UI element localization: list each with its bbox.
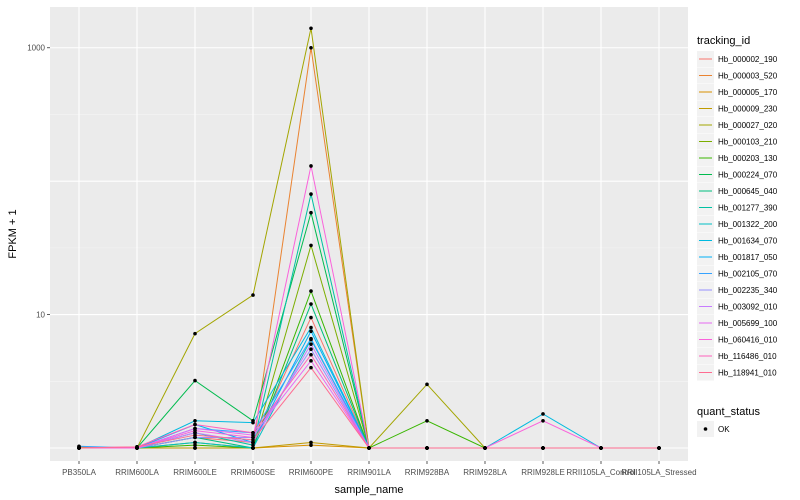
legend-item-label: Hb_000224_070 — [718, 171, 778, 180]
legend-item-label: Hb_001322_200 — [718, 220, 778, 229]
x-tick-label: RRIM928LE — [521, 468, 565, 477]
data-point-Hb_118941_010-8 — [541, 446, 545, 450]
x-tick-label: RRIM901LA — [347, 468, 391, 477]
legend-item-label: Hb_005699_100 — [718, 319, 778, 328]
data-points — [77, 26, 661, 450]
y-axis: 10 1000 — [27, 44, 50, 320]
data-point-Hb_001277_390-4 — [309, 192, 313, 196]
legend-title: tracking_id — [697, 35, 750, 47]
data-point-Hb_118941_010-4 — [309, 365, 313, 370]
legend-item-label: Hb_002105_070 — [718, 270, 778, 279]
data-point-Hb_118941_010-9 — [599, 446, 603, 450]
shape-legend-key-point — [703, 427, 708, 431]
legend-item-label: Hb_116486_010 — [718, 352, 777, 361]
data-point-Hb_001277_390-3 — [251, 443, 255, 447]
data-point-Hb_000203_130-2 — [193, 443, 197, 447]
x-tick-label: RRII105LA_Stressed — [621, 468, 696, 477]
legend-item-label: Hb_001634_070 — [718, 237, 778, 246]
shape-legend-title: quant_status — [697, 406, 760, 418]
data-point-Hb_001634_070-2 — [193, 418, 197, 423]
legend-item-label: Hb_000103_210 — [718, 138, 778, 147]
x-tick-label: RRIM600LE — [173, 468, 217, 477]
data-point-Hb_003092_010-4 — [309, 342, 313, 346]
legend-item-label: Hb_000027_020 — [718, 121, 778, 130]
data-point-Hb_000224_070-4 — [309, 210, 313, 215]
data-point-Hb_000645_040-4 — [309, 302, 313, 306]
legend-item-label: Hb_000002_190 — [718, 55, 778, 64]
x-tick-label: RRIM600SE — [231, 468, 275, 477]
data-point-Hb_000003_520-4 — [309, 45, 313, 50]
shape-legend: OK — [697, 421, 730, 437]
data-point-Hb_001634_070-4 — [309, 325, 313, 330]
data-point-Hb_001817_050-4 — [309, 329, 313, 334]
data-point-Hb_060416_010-8 — [541, 418, 545, 423]
y-tick-label: 10 — [36, 311, 45, 320]
shape-legend-label: OK — [718, 425, 730, 434]
data-point-Hb_000224_070-2 — [193, 378, 197, 383]
data-point-Hb_000009_230-2 — [193, 446, 197, 450]
data-point-Hb_118941_010-7 — [483, 446, 487, 450]
data-point-Hb_000009_230-4 — [309, 440, 313, 445]
data-point-Hb_118941_010-6 — [425, 446, 429, 450]
data-point-Hb_000203_130-6 — [425, 418, 429, 423]
data-point-Hb_001322_200-2 — [193, 440, 197, 445]
data-point-Hb_002105_070-4 — [309, 336, 313, 341]
data-point-Hb_000027_020-3 — [251, 293, 255, 297]
data-point-Hb_118941_010-10 — [657, 446, 661, 450]
data-point-Hb_002235_340-4 — [309, 347, 313, 352]
legend-items: Hb_000002_190 Hb_000003_520 Hb_000005_170 H… — [697, 51, 778, 381]
legend-item-label: Hb_003092_010 — [718, 303, 778, 312]
x-tick-label: RRIM600LA — [115, 468, 159, 477]
x-axis: PB350LA RRIM600LA RRIM600LE RRIM600SE RRIM60… — [62, 461, 697, 477]
data-point-Hb_001634_070-3 — [251, 420, 255, 425]
x-tick-label: RRII105LA_Control — [566, 468, 636, 477]
legend-item-label: Hb_000005_170 — [718, 88, 778, 97]
x-tick-label: PB350LA — [62, 468, 96, 477]
legend: tracking_id Hb_000002_190Hb_000003_520Hb… — [697, 35, 778, 437]
x-tick-label: RRIM600PE — [289, 468, 333, 477]
legend-item-label: Hb_001817_050 — [718, 253, 778, 262]
legend-item-label: Hb_000645_040 — [718, 187, 778, 196]
y-axis-title: FPKM + 1 — [7, 209, 19, 258]
data-point-Hb_000005_170-4 — [309, 443, 313, 447]
data-point-Hb_000027_020-4 — [309, 26, 313, 31]
data-point-Hb_000027_020-6 — [425, 382, 429, 387]
data-point-Hb_116486_010-3 — [251, 430, 255, 435]
data-point-Hb_116486_010-2 — [193, 422, 197, 427]
data-point-Hb_005699_100-4 — [309, 359, 313, 363]
legend-item-label: Hb_002235_340 — [718, 286, 778, 295]
legend-item-label: Hb_060416_010 — [718, 336, 778, 345]
data-point-Hb_060416_010-4 — [309, 164, 313, 168]
data-point-Hb_060416_010-3 — [251, 435, 255, 440]
grid — [50, 7, 688, 461]
data-point-Hb_001322_200-3 — [251, 446, 255, 450]
data-point-Hb_000002_190-4 — [309, 315, 313, 320]
data-point-Hb_116486_010-4 — [309, 352, 313, 357]
legend-item-label: Hb_000203_130 — [718, 154, 778, 163]
data-point-Hb_003092_010-3 — [251, 440, 255, 445]
data-point-Hb_000103_210-4 — [309, 243, 313, 248]
data-point-Hb_118941_010-0 — [77, 446, 81, 450]
y-tick-label: 1000 — [27, 44, 45, 53]
data-point-Hb_118941_010-1 — [135, 445, 139, 449]
legend-item-label: Hb_118941_010 — [718, 369, 777, 378]
data-point-Hb_118941_010-5 — [367, 446, 371, 450]
data-point-Hb_001634_070-8 — [541, 412, 545, 416]
x-tick-label: RRIM928LA — [463, 468, 507, 477]
data-point-Hb_060416_010-2 — [193, 428, 197, 433]
x-tick-label: RRIM928BA — [405, 468, 450, 477]
data-point-Hb_000203_130-4 — [309, 289, 313, 293]
data-point-Hb_118941_010-2 — [193, 433, 197, 437]
legend-item-label: Hb_000009_230 — [718, 105, 778, 114]
data-point-Hb_118941_010-3 — [251, 438, 255, 442]
legend-item-label: Hb_001277_390 — [718, 204, 778, 213]
x-axis-title: sample_name — [334, 484, 403, 496]
legend-item-label: Hb_000003_520 — [718, 72, 778, 81]
data-point-Hb_000027_020-2 — [193, 331, 197, 336]
